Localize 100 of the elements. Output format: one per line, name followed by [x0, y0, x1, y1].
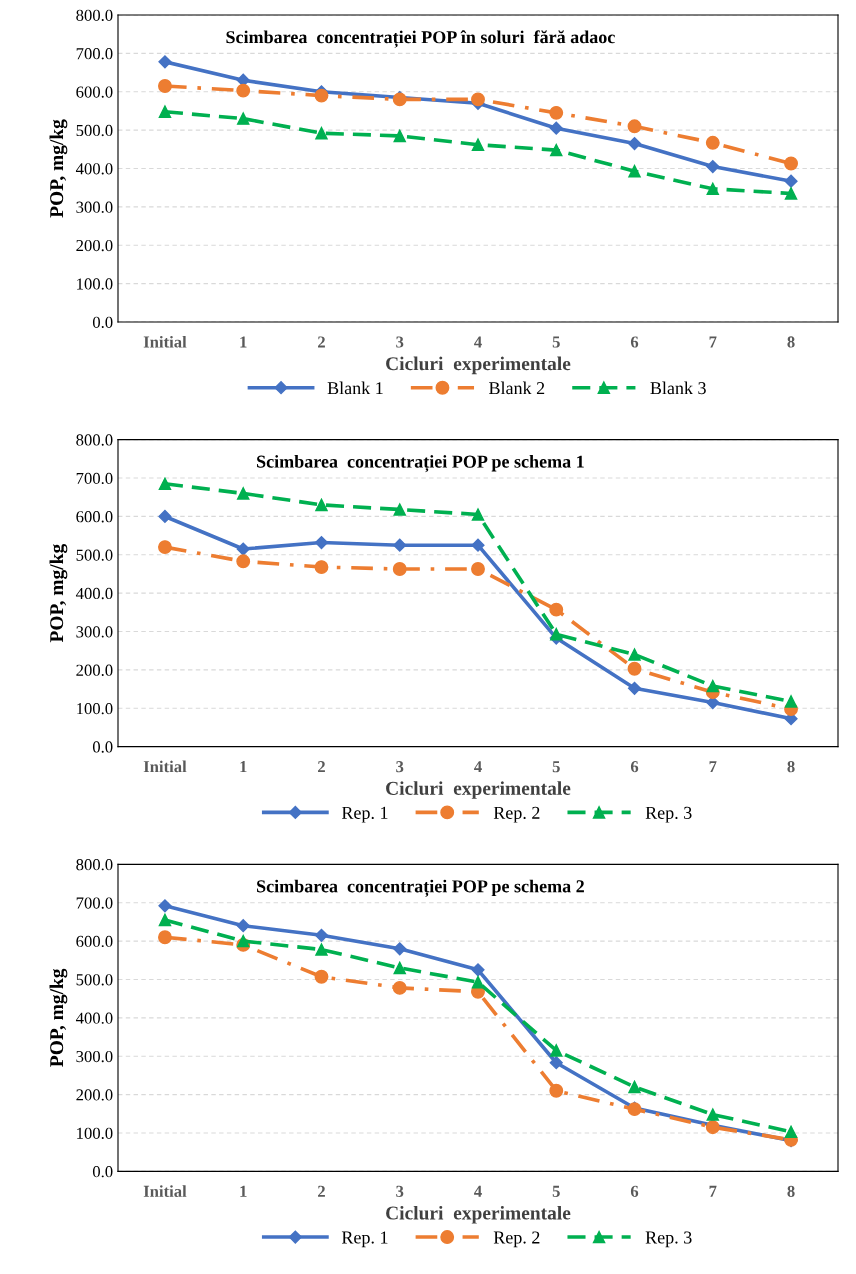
y-tick-label: 600.0 [76, 86, 113, 98]
point [784, 187, 798, 200]
y-tick-label: 0.0 [92, 1166, 113, 1178]
point [236, 487, 250, 500]
x-tick-label: 2 [318, 1185, 325, 1197]
point [549, 1056, 563, 1070]
point [236, 554, 251, 569]
x-tick-label: 4 [474, 336, 482, 348]
y-axis-title: POP, mg/kg [49, 544, 68, 643]
point [627, 661, 642, 676]
point [314, 535, 329, 550]
x-tick-label: 3 [396, 336, 404, 348]
x-tick-label: 4 [474, 761, 482, 773]
x-tick-label: 8 [787, 1185, 795, 1197]
y-tick-label: 600.0 [76, 511, 113, 523]
y-tick-label: 200.0 [76, 664, 113, 676]
point [784, 156, 798, 171]
point [158, 55, 172, 69]
point [158, 509, 172, 524]
point [628, 1080, 641, 1094]
x-tick-label: Initial [143, 1185, 187, 1197]
x-tick-label: 2 [318, 761, 325, 773]
y-tick-label: 100.0 [77, 702, 113, 715]
y-tick-label: 400.0 [75, 163, 113, 175]
x-tick-label: Initial [143, 335, 187, 348]
y-tick-label: 800.0 [76, 9, 113, 22]
x-tick-label: 8 [787, 761, 795, 773]
point [471, 538, 485, 552]
point [628, 648, 641, 661]
point [236, 542, 250, 556]
point [549, 1083, 564, 1098]
point [393, 129, 406, 143]
point [236, 934, 250, 948]
point [549, 602, 564, 617]
point [314, 928, 329, 942]
point [236, 83, 251, 98]
y-tick-label: 700.0 [76, 472, 113, 485]
y-tick-label: 0.0 [92, 741, 113, 753]
legend-label: Blank 1 [327, 381, 383, 395]
point [706, 159, 720, 174]
legend-label: Rep. 3 [645, 806, 692, 823]
x-tick-label: 7 [709, 1185, 717, 1197]
y-tick-label: 100.0 [77, 278, 113, 290]
point [784, 174, 798, 188]
x-tick-label: 3 [396, 761, 404, 773]
point [471, 508, 485, 521]
x-tick-label: 3 [396, 1185, 404, 1197]
y-tick-label: 600.0 [76, 935, 113, 948]
legend-label: Rep. 2 [493, 806, 540, 823]
x-tick-label: 5 [552, 761, 560, 773]
legend-label: Rep. 2 [493, 1231, 540, 1248]
point [706, 182, 720, 196]
y-tick-label: 500.0 [76, 974, 113, 986]
x-tick-label: 2 [318, 336, 325, 348]
point [236, 919, 250, 933]
point [784, 695, 798, 708]
point [550, 627, 563, 641]
x-tick-label: 5 [552, 1185, 560, 1197]
point [158, 930, 172, 945]
y-tick-label: 700.0 [76, 897, 113, 909]
y-tick-label: 400.0 [75, 587, 113, 600]
point [236, 112, 250, 125]
point [393, 538, 407, 552]
x-axis-title: Cicluri experimentale [386, 356, 571, 375]
x-tick-label: 1 [240, 1185, 247, 1197]
point [628, 164, 641, 178]
point [393, 961, 406, 975]
point [706, 1108, 720, 1121]
y-axis-title: POP, mg/kg [49, 968, 68, 1067]
point [392, 562, 407, 576]
x-tick-label: 1 [240, 761, 247, 773]
point [705, 135, 720, 150]
point [706, 679, 720, 693]
point [471, 562, 485, 576]
x-tick-label: 7 [709, 336, 717, 348]
text: Scimbarea concentrației POP pe schema 2 [257, 879, 584, 897]
text: Scimbarea concentrației POP pe schema 1 [257, 455, 584, 473]
point [549, 121, 563, 135]
y-tick-label: 300.0 [76, 201, 113, 213]
point [471, 92, 485, 107]
point [158, 477, 172, 491]
point [550, 143, 563, 157]
x-tick-label: 6 [630, 336, 639, 348]
point [314, 969, 329, 984]
x-tick-label: 8 [787, 336, 795, 348]
y-tick-label: 800.0 [76, 859, 113, 871]
legend-label: Rep. 1 [341, 806, 388, 823]
x-tick-label: 7 [709, 761, 717, 773]
point [549, 105, 564, 120]
x-tick-label: 5 [552, 336, 560, 348]
point [627, 681, 642, 695]
point [393, 503, 406, 516]
point [315, 126, 328, 140]
point [158, 540, 172, 555]
x-axis-title: Cicluri experimentale [386, 1205, 571, 1224]
y-tick-label: 500.0 [76, 549, 113, 561]
point [315, 943, 328, 956]
point [784, 1125, 798, 1139]
point [392, 980, 407, 995]
legend-label: Rep. 3 [645, 1231, 692, 1248]
